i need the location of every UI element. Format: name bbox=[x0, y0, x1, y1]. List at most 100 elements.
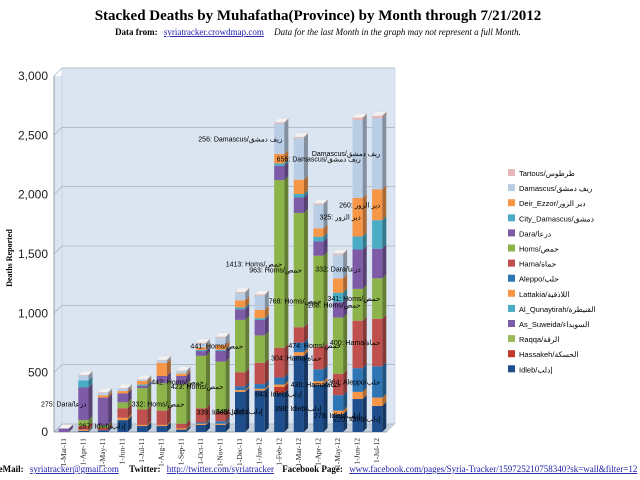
bar-segment bbox=[352, 249, 363, 289]
footer-email-label: eMail: bbox=[0, 464, 24, 474]
data-label: 400: Hama/حماة bbox=[330, 339, 380, 347]
footer-twitter-link[interactable]: http://twitter.com/syriatracker bbox=[167, 464, 274, 474]
bar-segment-side bbox=[303, 348, 308, 356]
bar-segment-side bbox=[108, 393, 113, 426]
x-tick-label: 1-Jul-11 bbox=[137, 438, 146, 463]
bar-segment-side bbox=[323, 380, 328, 432]
bar-segment bbox=[372, 118, 383, 190]
footer-facebook-link[interactable]: www.facebook.com/pages/Syria-Tracker/159… bbox=[349, 464, 637, 474]
bar-segment bbox=[274, 123, 285, 154]
bar-segment-side bbox=[264, 291, 269, 310]
bar-segment bbox=[332, 253, 344, 255]
bar-segment-side bbox=[225, 420, 230, 432]
bar-top-face bbox=[156, 355, 172, 361]
bar-segment-side bbox=[88, 376, 93, 388]
bar-segment-side bbox=[264, 358, 269, 385]
bar-segment bbox=[313, 236, 324, 242]
bar-segment bbox=[352, 120, 363, 198]
bar-segment-side bbox=[303, 189, 308, 198]
bar-segment-side bbox=[264, 314, 269, 320]
bar-segment-side bbox=[127, 413, 132, 421]
bar-segment-side bbox=[284, 149, 289, 164]
bar-segment bbox=[156, 426, 167, 432]
legend-swatch bbox=[508, 304, 515, 312]
bar-segment-side bbox=[284, 382, 289, 393]
data-label: 332: Homs/حمص bbox=[132, 401, 185, 408]
y-tick-label: 3,000 bbox=[18, 69, 48, 83]
y-tick-label: 500 bbox=[28, 366, 48, 380]
bar-segment bbox=[195, 349, 207, 352]
bar-segment bbox=[293, 136, 304, 139]
bar-segment bbox=[254, 384, 265, 389]
bar-top-face bbox=[371, 111, 387, 116]
bar-segment bbox=[274, 163, 285, 166]
bar-segment-side bbox=[362, 232, 367, 250]
bar-segment bbox=[372, 189, 383, 221]
subtitle-note: Data for the last Month in the graph may… bbox=[273, 27, 521, 37]
bar-segment-side bbox=[147, 375, 152, 381]
x-tick-label: 1-Nov-11 bbox=[216, 438, 225, 467]
bar-segment bbox=[293, 327, 304, 343]
bar-segment-side bbox=[245, 305, 250, 320]
bar-segment-side bbox=[343, 298, 348, 318]
bar-segment-side bbox=[225, 332, 230, 338]
bar-segment bbox=[156, 410, 167, 425]
bar-segment-side bbox=[264, 331, 269, 363]
bar-segment bbox=[156, 375, 167, 384]
bar-segment bbox=[215, 411, 226, 422]
bar-segment-side bbox=[245, 368, 250, 387]
bar-segment-side bbox=[362, 245, 367, 289]
bar-segment bbox=[352, 320, 363, 369]
bar-segment-side bbox=[147, 380, 152, 386]
bar-segment-side bbox=[166, 356, 171, 363]
legend-swatch bbox=[508, 169, 515, 176]
bar-segment bbox=[332, 317, 344, 374]
bar-segment-side bbox=[343, 369, 348, 396]
bar-segment-side bbox=[186, 419, 191, 429]
bar-segment-side bbox=[88, 383, 93, 421]
chart-footer: eMail: syriatracker@gmail.com Twitter: h… bbox=[0, 464, 637, 474]
bar-segment bbox=[332, 292, 344, 303]
gridline bbox=[53, 67, 395, 77]
bar-segment-side bbox=[88, 422, 93, 430]
bar-segment-side bbox=[245, 385, 250, 392]
bar-top-face bbox=[195, 338, 211, 343]
bar-segment-side bbox=[147, 381, 152, 389]
bar-segment bbox=[195, 422, 207, 424]
bar-top-face bbox=[58, 424, 74, 429]
bar-segment bbox=[254, 335, 265, 363]
bar-segment bbox=[97, 427, 109, 431]
bar-segment-side bbox=[362, 387, 367, 400]
bar-segment bbox=[117, 420, 128, 432]
bar-segment-side bbox=[147, 376, 152, 385]
bar-segment-side bbox=[303, 132, 308, 139]
legend-label: City_Damascus/دمشق bbox=[519, 214, 595, 223]
bar-segment bbox=[215, 424, 226, 432]
bar-segment-side bbox=[206, 404, 211, 423]
footer-email-link[interactable]: syriatracker@gmail.com bbox=[30, 464, 119, 474]
bar-segment bbox=[78, 426, 89, 430]
bar-segment-side bbox=[206, 338, 211, 344]
bar-segment bbox=[234, 293, 246, 301]
data-label: 768: Homs/حمص bbox=[269, 299, 322, 306]
bar-segment bbox=[176, 428, 187, 430]
bar-segment-side bbox=[225, 346, 230, 362]
bar-segment bbox=[137, 409, 148, 425]
bar-top-face bbox=[234, 287, 250, 293]
bar-segment bbox=[234, 291, 246, 294]
bar-segment-side bbox=[284, 159, 289, 166]
subtitle-link[interactable]: syriatracker.crowdmap.com bbox=[164, 27, 264, 37]
bar-segment-side bbox=[284, 118, 289, 124]
bar-segment-side bbox=[108, 391, 113, 398]
bar-segment bbox=[274, 392, 285, 432]
bar-segment-side bbox=[382, 244, 387, 279]
bar-segment-side bbox=[303, 134, 308, 180]
bar-segment bbox=[254, 294, 265, 296]
data-label: 423: Homs/حمص bbox=[171, 384, 224, 391]
bar-top-face bbox=[117, 383, 133, 389]
bar-top-face bbox=[77, 370, 93, 376]
bar-segment bbox=[254, 390, 265, 432]
data-label: 643: Idleb/إدلب bbox=[255, 390, 302, 398]
x-tick-label: 1-Mar-12 bbox=[294, 438, 303, 467]
x-tick-label: 1-Jul-12 bbox=[372, 438, 381, 463]
